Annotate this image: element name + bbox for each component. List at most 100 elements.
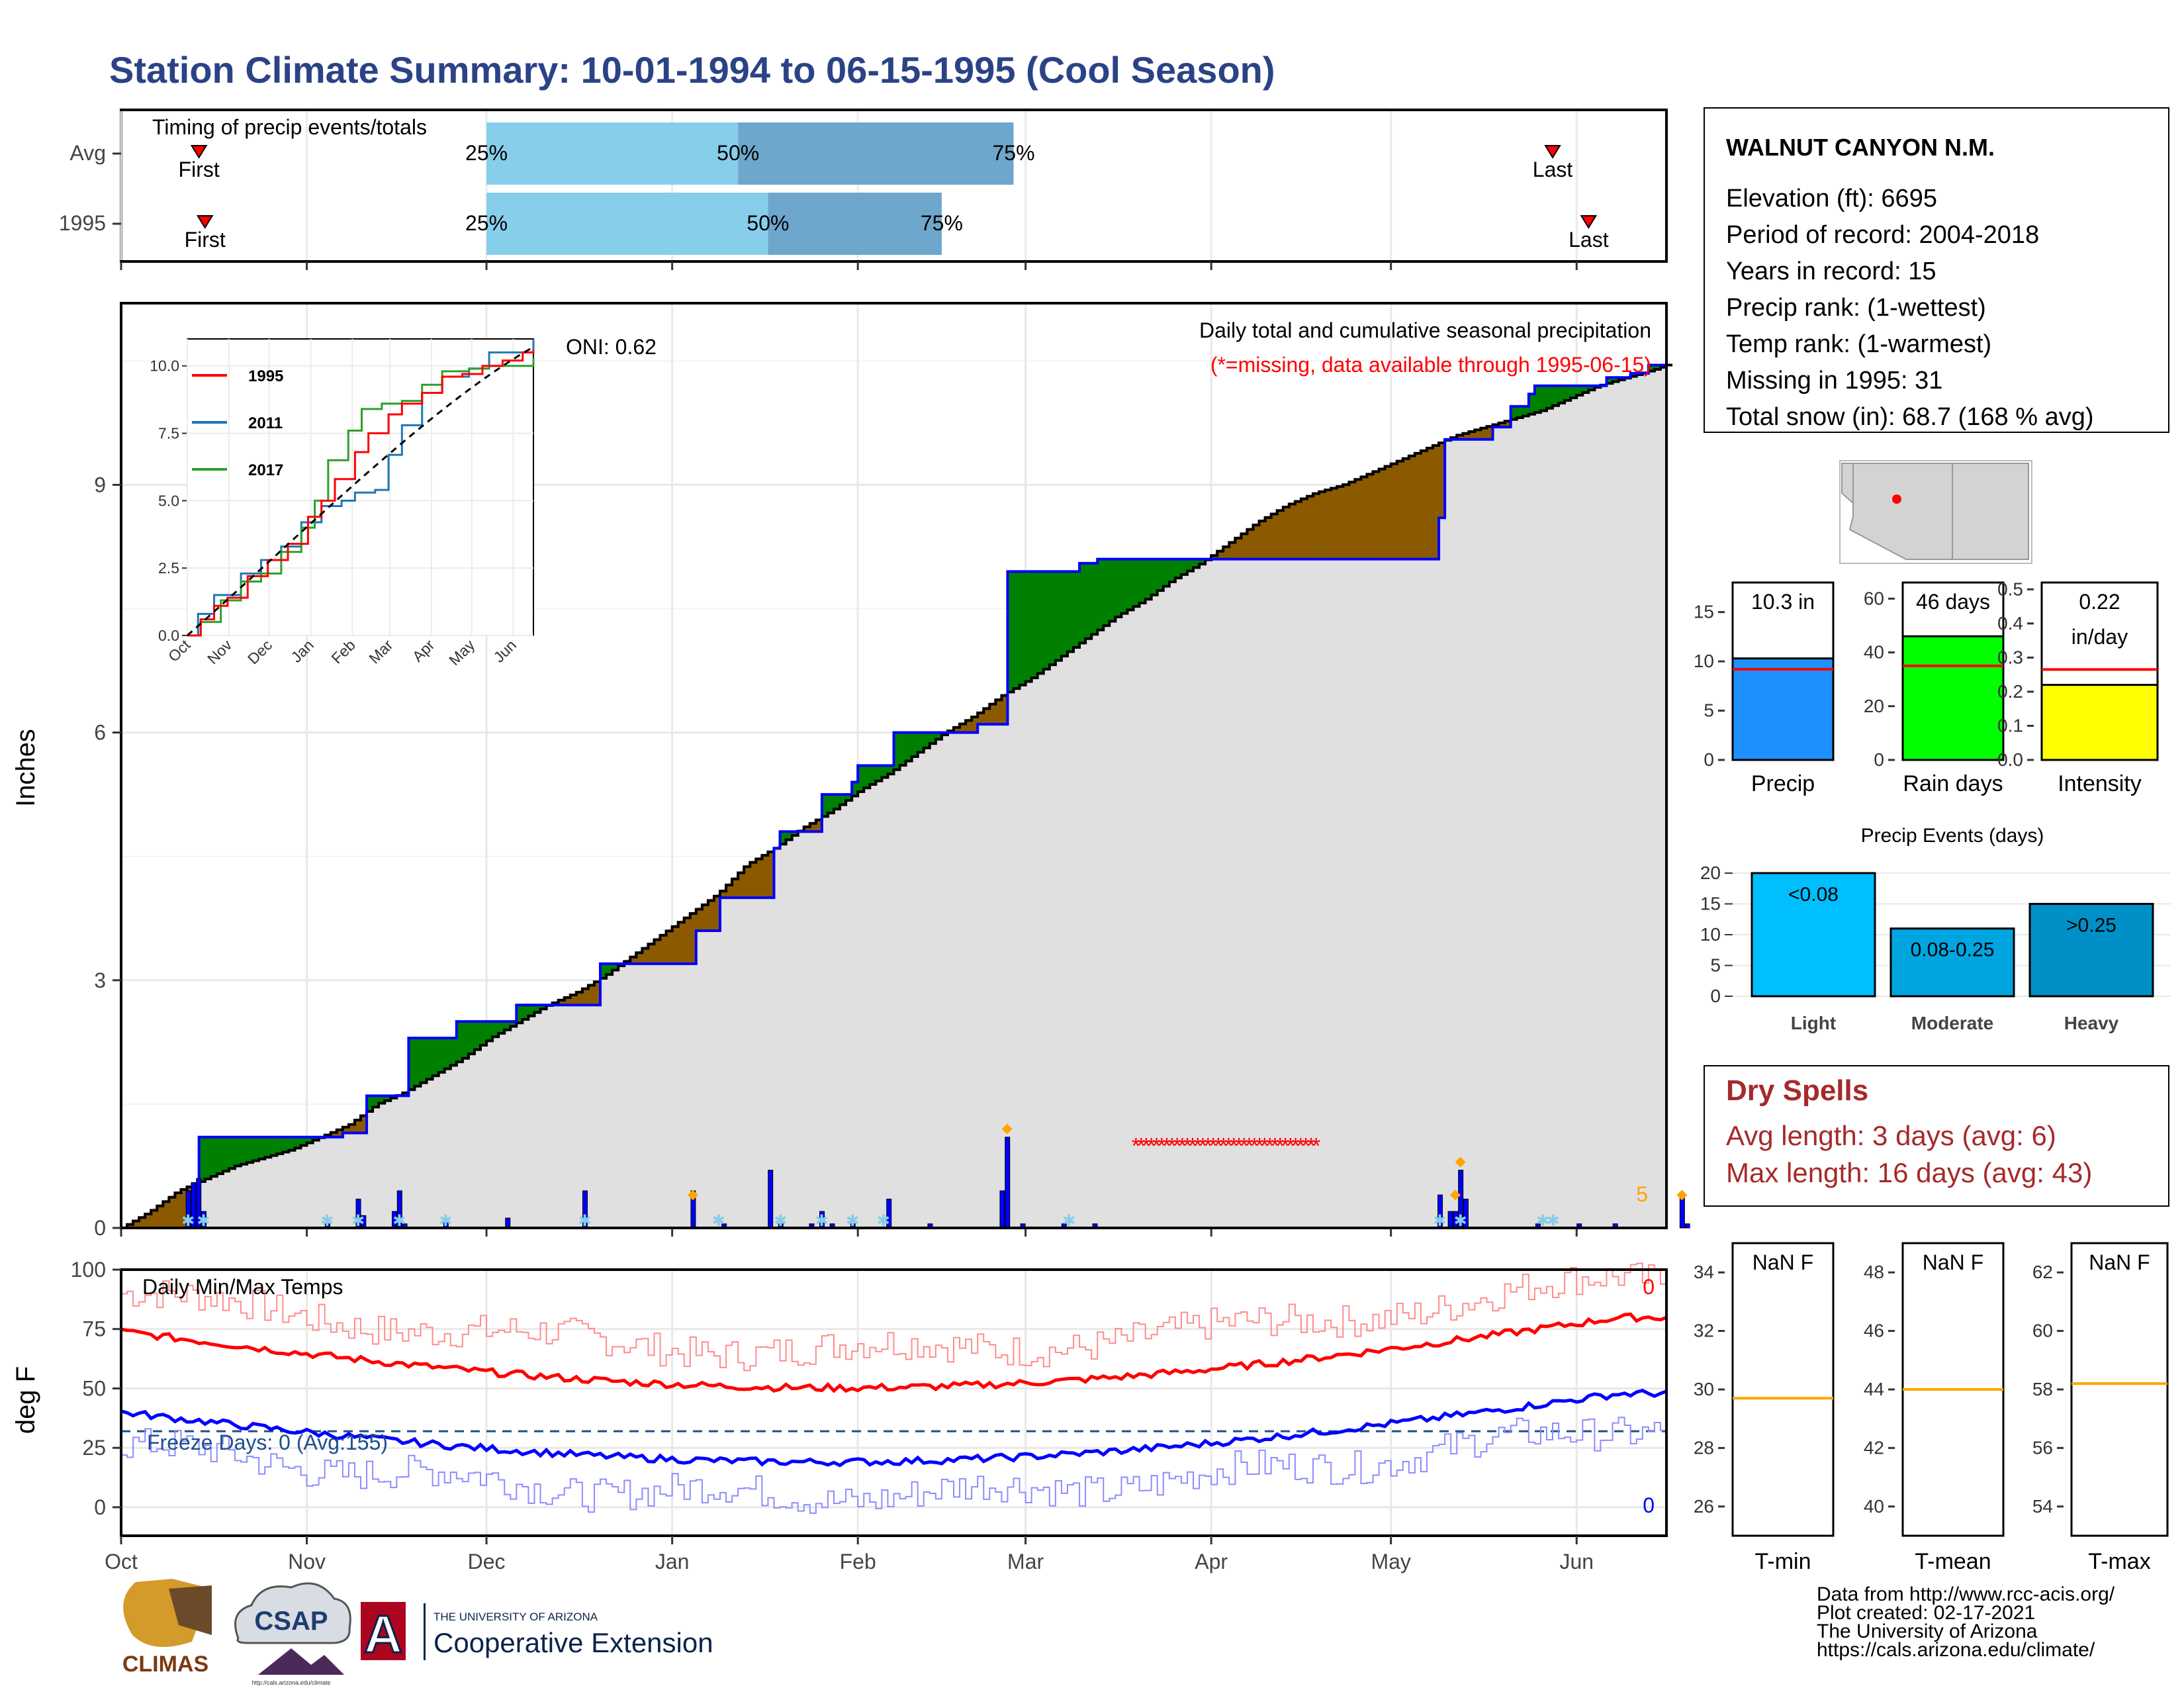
snow-marker-icon: ✱ [392,1212,406,1230]
below-avg-fill [1247,529,1254,559]
above-avg-fill [1193,559,1200,568]
snow-marker-icon: ✱ [1536,1212,1549,1230]
below-avg-fill [1229,542,1236,559]
temp-box-0 [1731,1242,1835,1537]
above-avg-fill [870,765,876,785]
below-avg-fill [181,1189,188,1228]
below-avg-fill [402,1092,410,1096]
timing-bar-25-50 [486,122,739,185]
missing-day-marker: * [1158,1133,1166,1158]
below-avg-fill [175,1193,182,1228]
below-avg-fill [1480,428,1488,440]
temp-lines [120,1262,1667,1514]
missing-day-marker: * [1204,1133,1212,1158]
below-avg-fill [983,708,990,725]
missing-day-marker: * [1152,1133,1161,1158]
above-avg-fill [1181,559,1188,575]
above-avg-fill [438,1038,445,1072]
above-avg-fill [1007,571,1015,692]
footer-line-1: Data from http://www.rcc-acis.org/ [1817,1583,2115,1605]
above-avg-fill [1043,571,1050,669]
temp-bar-panels: 26 28 30 32 34 NaN F T-min 40 42 44 46 48 NaN F T-mea… [1694,1242,2169,1574]
above-avg-fill [606,963,613,975]
summary-value-label-1: 46 days [1916,590,1990,614]
above-avg-fill [1163,559,1170,586]
above-avg-fill [462,1021,469,1058]
below-avg-fill [1223,547,1230,559]
timing-marker-last [1580,215,1598,229]
below-avg-fill [972,717,978,733]
footer-credits: Data from http://www.rcc-acis.org/ Plot … [1817,1583,2115,1661]
below-avg-fill [348,1124,355,1133]
below-avg-fill [1337,486,1343,559]
station-snow: Total snow (in): 68.7 (168 % avg) [1726,403,2094,431]
snow-marker-icon: ✱ [1433,1212,1446,1230]
heavy-precip-marker [1455,1156,1466,1168]
heavy-precip-marker [1001,1123,1013,1135]
summary-value-label-0: 10.3 in [1751,590,1815,614]
timing-label-75: 75% [921,211,963,235]
below-avg-fill [133,1221,140,1228]
station-years: Years in record: 15 [1726,258,1936,285]
snow-marker-icon: ✱ [1062,1212,1075,1230]
above-avg-fill [846,794,852,801]
climas-leaf-icon [169,1585,212,1635]
precip-events-ytick-label: 5 [1710,955,1721,975]
timing-label-25: 25% [465,141,508,165]
timing-title: Timing of precip events/totals [152,115,427,139]
footer-line-4: https://cals.arizona.edu/climate/ [1817,1639,2095,1661]
above-avg-fill [1133,559,1140,607]
temp-ytick-label: 0 [94,1495,106,1519]
inset-ytick-label: 5.0 [158,492,179,509]
inset-ytick-label: 7.5 [158,425,179,442]
temp-box-ytick-label: 30 [1694,1379,1714,1399]
timing-marker-first [190,145,208,159]
below-avg-fill [815,820,823,832]
inset-ytick-label: 2.5 [158,559,179,577]
below-avg-fill [1367,474,1374,559]
below-avg-fill [666,931,673,964]
below-avg-fill [139,1217,146,1228]
missing-day-marker: * [1250,1133,1259,1158]
missing-day-marker: * [1132,1133,1140,1158]
above-avg-fill [1073,571,1080,647]
below-avg-fill [713,896,721,931]
missing-day-marker: * [1188,1133,1197,1158]
timing-label-25: 25% [465,211,508,235]
below-avg-fill [1217,551,1224,559]
missing-day-marker: * [1255,1133,1263,1158]
logo-climas: CLIMAS [122,1579,212,1677]
location-map [1839,460,2032,564]
timing-marker-first [196,215,214,229]
above-avg-fill [882,765,889,778]
below-avg-fill [145,1213,152,1228]
precip-missing-markers: ************************************ [1132,1133,1321,1158]
below-avg-fill [1379,469,1386,559]
inset-legend-label: 1995 [248,367,283,385]
precip-events-bar-label: 0.08-0.25 [1911,939,1995,961]
temp-box-label: T-mean [1915,1549,1991,1574]
csap-cloud-icon [234,1582,351,1644]
precip-y-axis: 0 3 6 9 [94,473,121,1240]
above-avg-fill [216,1137,224,1174]
above-avg-fill [295,1137,302,1149]
temp-box-2 [2070,1242,2169,1537]
temp-xtick-label: Apr [1195,1550,1228,1573]
temp-box-ytick-label: 54 [2032,1496,2053,1517]
missing-day-marker: * [1147,1133,1156,1158]
inset-legend-label: 2011 [248,414,283,432]
above-avg-fill [228,1137,236,1169]
below-avg-fill [809,823,817,832]
temp-ylabel: deg F [11,1366,40,1434]
above-avg-fill [1067,571,1074,652]
above-avg-fill [1522,406,1529,416]
daily-precip-bar [1447,1211,1453,1229]
csap-url: http://cals.arizona.edu/climate [251,1679,330,1686]
above-avg-fill [1169,559,1176,582]
above-avg-fill [277,1137,283,1154]
precip-ytick-label: 6 [94,721,106,745]
above-avg-fill [1151,559,1158,595]
temp-xtick-label: Oct [105,1550,138,1573]
missing-day-marker: * [1312,1133,1320,1158]
below-avg-fill [1300,498,1308,559]
